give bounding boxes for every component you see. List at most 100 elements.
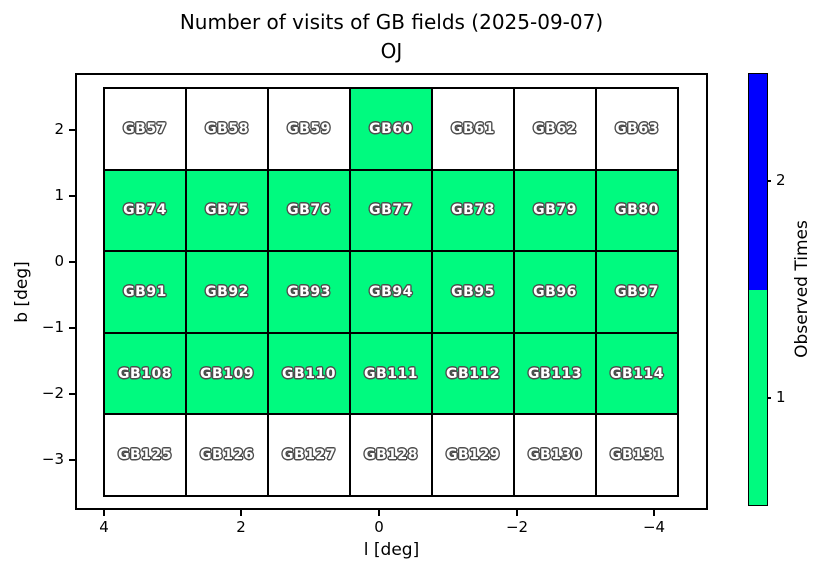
field-cell-GB125: GB125 [104, 414, 186, 496]
field-cell-GB94: GB94 [350, 251, 432, 333]
field-cell-GB126: GB126 [186, 414, 268, 496]
field-label: GB130 [528, 447, 582, 464]
field-label: GB127 [282, 447, 336, 464]
field-label: GB61 [451, 120, 495, 137]
field-cell-GB92: GB92 [186, 251, 268, 333]
y-tick-mark [69, 327, 75, 329]
field-cell-GB57: GB57 [104, 88, 186, 170]
field-label: GB91 [123, 283, 167, 300]
y-tick-label: 2 [54, 120, 64, 138]
field-cell-GB128: GB128 [350, 414, 432, 496]
colorbar [748, 73, 768, 506]
field-cell-GB75: GB75 [186, 169, 268, 252]
field-cell-GB76: GB76 [268, 169, 350, 252]
field-cell-GB131: GB131 [596, 414, 678, 496]
x-tick-mark [653, 510, 655, 516]
field-cell-GB77: GB77 [350, 169, 432, 252]
field-cell-GB91: GB91 [104, 251, 186, 333]
field-cell-GB61: GB61 [432, 88, 514, 170]
field-label: GB92 [205, 283, 249, 300]
chart-title: Number of visits of GB fields (2025-09-0… [75, 8, 708, 66]
y-tick-label: −2 [41, 384, 64, 402]
field-label: GB113 [528, 365, 582, 382]
field-grid: GB57 GB58 GB59 GB60 GB61 GB62 GB63 GB74 GB75 GB76… [103, 87, 679, 497]
colorbar-tick-label: 2 [776, 171, 786, 190]
field-cell-GB59: GB59 [268, 88, 350, 170]
colorbar-segment-1 [749, 289, 767, 505]
field-label: GB76 [287, 202, 331, 219]
field-label: GB60 [369, 120, 413, 137]
colorbar-segment-2 [749, 74, 767, 290]
field-label: GB131 [610, 447, 664, 464]
y-tick-mark [69, 129, 75, 131]
field-label: GB77 [369, 202, 413, 219]
field-label: GB97 [615, 283, 659, 300]
y-tick-mark [69, 459, 75, 461]
field-cell-GB114: GB114 [596, 332, 678, 415]
field-label: GB95 [451, 283, 495, 300]
field-label: GB96 [533, 283, 577, 300]
field-label: GB74 [123, 202, 167, 219]
chart-title-line1: Number of visits of GB fields (2025-09-0… [179, 10, 604, 34]
field-cell-GB130: GB130 [514, 414, 596, 496]
field-cell-GB97: GB97 [596, 251, 678, 333]
x-tick-label: 0 [374, 518, 384, 536]
x-tick-label: 4 [99, 518, 109, 536]
field-cell-GB108: GB108 [104, 332, 186, 415]
colorbar-label: Observed Times [792, 220, 812, 358]
field-cell-GB111: GB111 [350, 332, 432, 415]
y-tick-mark [69, 261, 75, 263]
y-tick-mark [69, 393, 75, 395]
field-cell-GB129: GB129 [432, 414, 514, 496]
colorbar-tick-label: 1 [776, 387, 786, 406]
field-label: GB129 [446, 447, 500, 464]
field-label: GB78 [451, 202, 495, 219]
x-tick-mark [103, 510, 105, 516]
field-label: GB109 [200, 365, 254, 382]
x-axis-label: l [deg] [363, 540, 420, 560]
field-cell-GB127: GB127 [268, 414, 350, 496]
field-label: GB59 [287, 120, 331, 137]
field-label: GB128 [364, 447, 418, 464]
field-label: GB80 [615, 202, 659, 219]
field-cell-GB62: GB62 [514, 88, 596, 170]
y-tick-label: 0 [54, 252, 64, 270]
field-cell-GB112: GB112 [432, 332, 514, 415]
field-cell-GB79: GB79 [514, 169, 596, 252]
field-label: GB75 [205, 202, 249, 219]
field-cell-GB96: GB96 [514, 251, 596, 333]
field-label: GB125 [118, 447, 172, 464]
field-cell-GB74: GB74 [104, 169, 186, 252]
field-label: GB62 [533, 120, 577, 137]
field-label: GB57 [123, 120, 167, 137]
field-label: GB94 [369, 283, 413, 300]
field-cell-GB78: GB78 [432, 169, 514, 252]
field-label: GB126 [200, 447, 254, 464]
y-tick-label: 1 [54, 186, 64, 204]
chart-title-line2: OJ [380, 39, 403, 63]
y-tick-mark [69, 195, 75, 197]
field-cell-GB63: GB63 [596, 88, 678, 170]
field-cell-GB93: GB93 [268, 251, 350, 333]
field-label: GB111 [364, 365, 418, 382]
field-label: GB114 [610, 365, 664, 382]
x-tick-mark [240, 510, 242, 516]
field-cell-GB95: GB95 [432, 251, 514, 333]
field-cell-GB113: GB113 [514, 332, 596, 415]
field-label: GB63 [615, 120, 659, 137]
field-cell-GB60: GB60 [350, 88, 432, 170]
field-label: GB108 [118, 365, 172, 382]
x-tick-label: −4 [642, 518, 666, 536]
x-tick-mark [516, 510, 518, 516]
field-cell-GB58: GB58 [186, 88, 268, 170]
y-tick-label: −1 [41, 318, 64, 336]
field-label: GB110 [282, 365, 336, 382]
x-tick-label: 2 [236, 518, 246, 536]
field-cell-GB80: GB80 [596, 169, 678, 252]
y-tick-label: −3 [41, 450, 64, 468]
field-label: GB79 [533, 202, 577, 219]
y-axis-label: b [deg] [12, 261, 32, 323]
field-label: GB93 [287, 283, 331, 300]
field-label: GB58 [205, 120, 249, 137]
